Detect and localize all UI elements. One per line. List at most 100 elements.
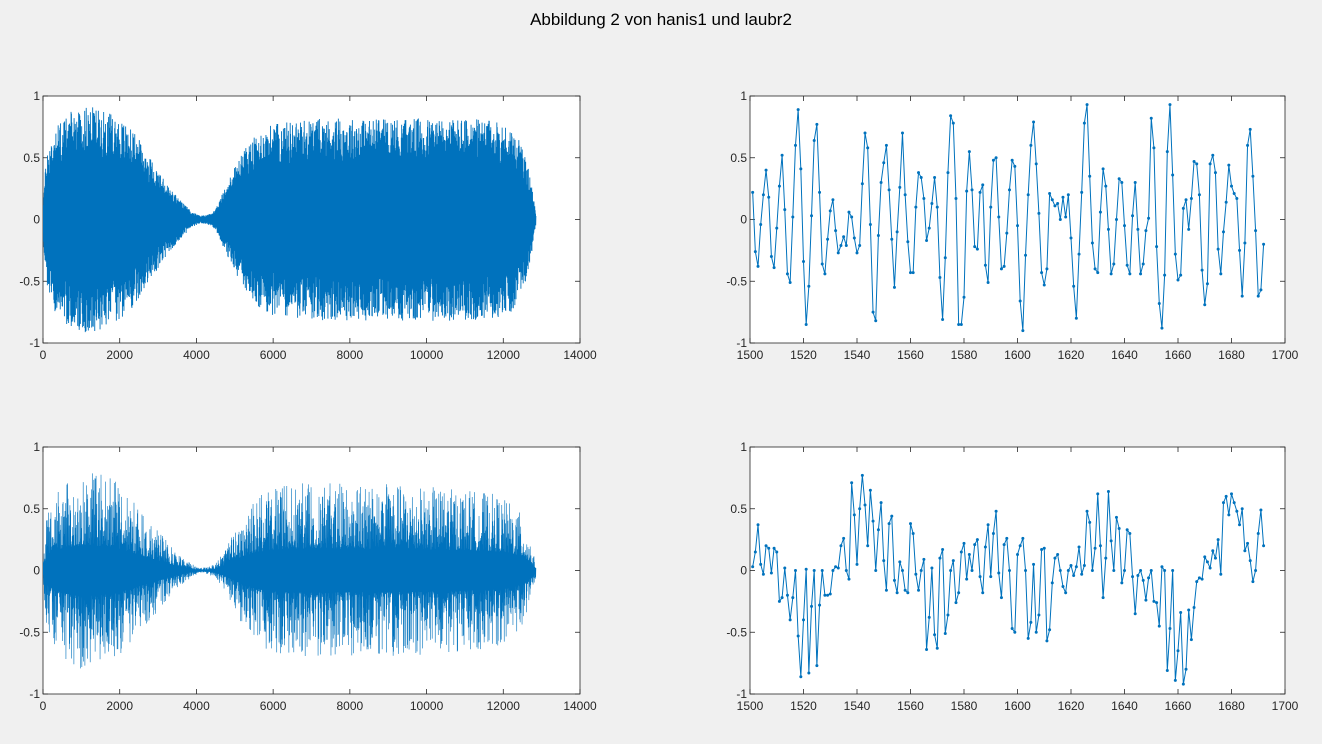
data-point — [884, 588, 888, 592]
data-point — [1093, 267, 1097, 271]
data-point — [959, 550, 963, 554]
data-point — [1168, 103, 1172, 107]
data-point — [777, 599, 781, 603]
data-point — [1125, 528, 1129, 532]
data-point — [1050, 198, 1054, 202]
data-point — [946, 171, 950, 175]
data-point — [1197, 576, 1201, 580]
x-tick-label: 1560 — [897, 699, 924, 713]
data-point — [775, 226, 779, 230]
data-point — [1131, 575, 1135, 579]
axes-bottom-right[interactable]: 1500 1520 1540 1560 1580 1600 1620 1640 1660 1680… — [726, 440, 1298, 713]
data-point — [1216, 538, 1220, 542]
data-point — [1195, 162, 1199, 166]
data-point — [1238, 523, 1242, 527]
x-tick-label: 6000 — [260, 699, 287, 713]
data-point — [804, 567, 808, 571]
data-point — [1082, 564, 1086, 568]
data-point — [858, 507, 862, 511]
axes-top-right[interactable]: 1500 1520 1540 1560 1580 1600 1620 1640 1660 1680… — [726, 89, 1298, 362]
data-point — [1029, 143, 1033, 147]
data-point — [1165, 669, 1169, 673]
data-point — [1032, 562, 1036, 566]
x-tick-label: 1500 — [737, 699, 764, 713]
axes-top-left[interactable]: 0 2000 4000 6000 8000 10000 12000 14000 -1 -0.5 0 0… — [19, 89, 597, 362]
data-point — [903, 588, 907, 592]
axes-bottom-left[interactable]: 0 2000 4000 6000 8000 10000 12000 14000 -1 -0.5 0 0… — [19, 440, 597, 713]
data-point — [799, 675, 803, 679]
data-point — [1213, 556, 1217, 560]
x-tick-label: 6000 — [260, 348, 287, 362]
x-tick-label: 0 — [40, 699, 47, 713]
data-point — [828, 592, 832, 596]
y-tick-label: -1 — [736, 687, 747, 701]
data-point — [983, 545, 987, 549]
x-tick-label: 8000 — [337, 348, 364, 362]
data-point — [855, 562, 859, 566]
data-point — [925, 648, 929, 652]
data-point — [1123, 224, 1126, 228]
data-point — [1256, 531, 1260, 535]
data-point — [1219, 572, 1223, 576]
data-point — [796, 108, 800, 112]
data-point — [1262, 242, 1266, 246]
data-point — [1117, 177, 1121, 181]
data-point — [1106, 489, 1110, 493]
data-point — [1080, 190, 1084, 194]
data-point — [866, 146, 870, 150]
data-point — [751, 565, 755, 569]
x-tick-label: 1620 — [1058, 699, 1085, 713]
data-point — [791, 215, 795, 219]
data-point — [1064, 215, 1068, 219]
data-point — [882, 559, 886, 563]
y-tick-label: -1 — [29, 336, 40, 350]
data-point — [818, 190, 822, 194]
data-point — [1171, 569, 1175, 572]
data-point — [967, 150, 971, 154]
data-point — [764, 168, 768, 172]
data-point — [1074, 316, 1078, 320]
data-point — [927, 615, 931, 619]
data-point — [1072, 284, 1076, 288]
data-point — [1240, 294, 1244, 298]
data-point — [892, 285, 896, 289]
data-point — [1053, 204, 1057, 208]
data-point — [799, 167, 803, 171]
data-point — [1120, 180, 1124, 184]
data-point — [1136, 227, 1140, 231]
data-point — [898, 560, 902, 564]
data-point — [1096, 271, 1100, 275]
data-point — [1026, 636, 1030, 640]
data-point — [1176, 649, 1180, 653]
data-point — [847, 577, 851, 581]
data-point — [1106, 227, 1110, 231]
data-point — [975, 247, 979, 251]
data-point — [1007, 569, 1011, 572]
data-point — [785, 272, 789, 276]
data-point — [764, 544, 768, 548]
data-point — [1066, 193, 1070, 197]
data-point — [1088, 520, 1092, 524]
x-tick-label: 2000 — [106, 699, 133, 713]
data-point — [1090, 569, 1094, 572]
data-point — [1163, 569, 1167, 572]
data-point — [783, 566, 787, 570]
data-point — [1131, 214, 1135, 218]
data-point — [860, 182, 864, 186]
data-point — [1221, 501, 1225, 505]
x-tick-label: 2000 — [106, 348, 133, 362]
data-point — [1082, 121, 1086, 125]
data-point — [1184, 667, 1188, 671]
data-point — [1133, 180, 1137, 184]
data-point — [1058, 569, 1062, 572]
data-point — [917, 588, 921, 592]
x-tick-label: 1660 — [1165, 699, 1192, 713]
x-tick-label: 8000 — [337, 699, 364, 713]
data-point — [1184, 198, 1188, 202]
data-point — [1077, 252, 1081, 256]
y-tick-label: 0.5 — [23, 151, 40, 165]
y-tick-label: 0.5 — [730, 502, 747, 516]
data-point — [1098, 210, 1102, 214]
data-point — [1032, 120, 1036, 124]
data-point — [970, 188, 974, 192]
